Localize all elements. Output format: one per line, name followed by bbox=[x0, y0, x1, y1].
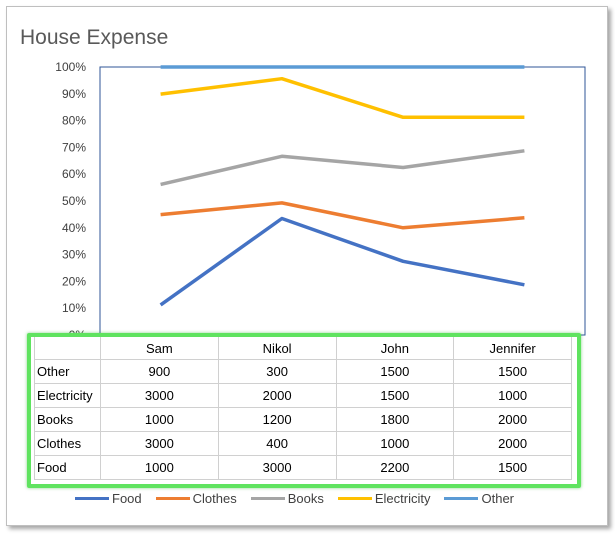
legend-swatch bbox=[155, 497, 190, 500]
y-tick-label: 40% bbox=[62, 221, 86, 235]
y-tick-label: 80% bbox=[62, 114, 86, 128]
table-cell: 3000 bbox=[100, 431, 219, 456]
table-cell: 1500 bbox=[453, 455, 572, 480]
table-header-cell: Jennifer bbox=[453, 336, 572, 360]
table-cell: 2200 bbox=[335, 455, 455, 480]
y-tick-label: 30% bbox=[62, 248, 86, 262]
table-cell: 1500 bbox=[335, 383, 455, 408]
table-cell: 400 bbox=[217, 431, 337, 456]
table-cell: 1000 bbox=[100, 455, 219, 480]
table-header-cell: John bbox=[335, 336, 455, 360]
table-header-row: Sam Nikol John Jennifer bbox=[34, 336, 572, 360]
y-tick-label: 100% bbox=[55, 60, 86, 74]
y-tick-label: 50% bbox=[62, 194, 86, 208]
table-row: Other 900 300 1500 1500 bbox=[34, 359, 572, 384]
legend-label: Electricity bbox=[374, 491, 431, 506]
legend-label: Food bbox=[112, 491, 142, 506]
table-cell: 1500 bbox=[335, 359, 455, 384]
table-cell: 3000 bbox=[100, 383, 219, 408]
table-row-label: Electricity bbox=[34, 383, 101, 408]
table-row: Books 1000 1200 1800 2000 bbox=[34, 407, 572, 432]
table-header-cell: Sam bbox=[100, 336, 219, 360]
table-cell: 900 bbox=[100, 359, 219, 384]
table-row-label: Clothes bbox=[34, 431, 101, 456]
data-table: Sam Nikol John Jennifer Other 900 300 15… bbox=[34, 336, 572, 480]
chart-title: House Expense bbox=[20, 26, 169, 49]
table-cell: 1200 bbox=[217, 407, 337, 432]
table-row-label: Other bbox=[34, 359, 101, 384]
table-header-cell: Nikol bbox=[217, 336, 337, 360]
table-cell: 1000 bbox=[100, 407, 219, 432]
y-tick-label: 10% bbox=[62, 301, 86, 315]
table-cell: 2000 bbox=[453, 407, 572, 432]
table-row: Electricity 3000 2000 1500 1000 bbox=[34, 383, 572, 408]
series-line-books bbox=[160, 149, 525, 187]
legend-item-clothes: Clothes bbox=[155, 491, 237, 506]
table-row-label: Books bbox=[34, 407, 101, 432]
legend-item-books: Books bbox=[250, 491, 324, 506]
table-row: Clothes 3000 400 1000 2000 bbox=[34, 431, 572, 456]
legend-swatch bbox=[75, 497, 109, 500]
table-row-label: Food bbox=[34, 455, 101, 480]
legend-swatch bbox=[444, 497, 479, 500]
table-corner-cell bbox=[34, 336, 101, 360]
table-cell: 300 bbox=[217, 359, 337, 384]
table-cell: 3000 bbox=[217, 455, 337, 480]
y-tick-label: 70% bbox=[62, 140, 86, 154]
table-cell: 2000 bbox=[217, 383, 337, 408]
series-line-electricity bbox=[160, 76, 525, 120]
legend-item-food: Food bbox=[75, 491, 142, 506]
series-line-food bbox=[159, 216, 525, 307]
y-tick-label: 90% bbox=[62, 87, 86, 101]
legend-item-other: Other bbox=[444, 491, 514, 506]
legend-item-electricity: Electricity bbox=[337, 491, 431, 506]
y-tick-label: 20% bbox=[62, 274, 86, 288]
table-cell: 1800 bbox=[335, 407, 455, 432]
legend-swatch bbox=[250, 497, 285, 500]
table-row: Food 1000 3000 2200 1500 bbox=[34, 455, 572, 480]
table-cell: 1000 bbox=[453, 383, 572, 408]
legend-label: Clothes bbox=[192, 491, 237, 506]
series-line-clothes bbox=[160, 201, 525, 230]
legend: Food Clothes Books Electricity Other bbox=[75, 491, 528, 506]
legend-label: Other bbox=[481, 491, 514, 506]
table-cell: 2000 bbox=[453, 431, 572, 456]
legend-swatch bbox=[337, 497, 372, 500]
y-tick-label: 60% bbox=[62, 167, 86, 181]
table-cell: 1000 bbox=[335, 431, 455, 456]
legend-label: Books bbox=[287, 491, 324, 506]
table-cell: 1500 bbox=[453, 359, 572, 384]
